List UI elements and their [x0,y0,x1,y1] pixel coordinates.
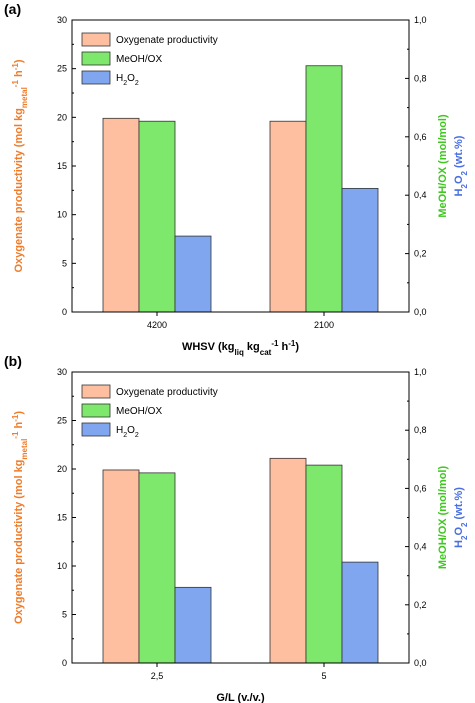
bar-1-cat-2 [269,457,307,664]
left-tick-label: 20 [57,112,67,122]
bar-1-cat-1 [102,469,140,664]
left-tick-label: 15 [57,161,67,171]
bar-3-cat-2 [341,187,379,313]
left-tick-label: 5 [62,258,67,268]
right-tick-label: 0,6 [414,483,427,493]
right-tick-label: 1,0 [414,15,427,25]
legend-label-2: MeOH/OX [116,54,162,65]
chart-panel-2: (b) 0 5 10 15 20 25 30 0,0 0,2 0,4 0,6 0,8 1,0 2,5 5 G/L… [4,353,469,703]
legend-label-1: Oxygenate productivity [116,387,218,398]
panel-label: (a) [4,1,21,17]
bar-1-cat-1 [102,117,140,313]
left-tick-label: 10 [57,210,67,220]
right-tick-label: 0,0 [414,307,427,317]
bar-3-cat-2 [341,561,379,664]
panel-label: (b) [4,353,22,369]
legend-label-2: MeOH/OX [116,406,162,417]
legend-swatch-2 [81,403,111,418]
left-tick-label: 15 [57,513,67,523]
bar-2-cat-2 [305,464,343,664]
legend-label-1: Oxygenate productivity [116,35,218,46]
bar-2-cat-2 [305,65,343,313]
bar-3-cat-1 [174,586,212,664]
chart-panel-1: (a) 0 5 10 15 20 25 30 0,0 0,2 0,4 0,6 0,8 1,0 4200 210… [4,1,469,357]
x-axis-label: WHSV (kgliq kgcat-1 h-1) [182,339,299,357]
legend-label-3: H2O2 [116,73,139,87]
right-tick-label: 0,4 [414,190,427,200]
y-axis-label-right-h2o2: H2O2 (wt.%) [453,487,469,548]
right-tick-label: 0,8 [414,425,427,435]
right-tick-label: 0,2 [414,600,427,610]
left-tick-label: 30 [57,15,67,25]
right-tick-label: 0,6 [414,132,427,142]
right-tick-label: 0,4 [414,542,427,552]
legend-swatch-3 [81,70,111,85]
x-tick-label: 2100 [314,320,334,330]
left-tick-label: 25 [57,416,67,426]
bar-2-cat-1 [138,472,176,664]
left-tick-label: 30 [57,367,67,377]
x-tick-label: 5 [321,671,326,681]
right-tick-label: 0,8 [414,73,427,83]
legend-swatch-3 [81,422,111,437]
left-tick-label: 0 [62,658,67,668]
left-tick-label: 20 [57,464,67,474]
y-axis-label-left: Oxygenate productivity (mol kgmetal-1 h-… [11,59,29,272]
legend-swatch-1 [81,32,111,47]
y-axis-label-right-h2o2: H2O2 (wt.%) [453,135,469,196]
bar-2-cat-1 [138,120,176,313]
right-tick-label: 0,0 [414,658,427,668]
y-axis-label-right-meoh: MeOH/OX (mol/mol) [437,114,449,218]
legend-label-3: H2O2 [116,425,139,439]
bar-1-cat-2 [269,120,307,313]
left-tick-label: 10 [57,561,67,571]
left-tick-label: 5 [62,610,67,620]
legend-swatch-1 [81,384,111,399]
y-axis-label-right-meoh: MeOH/OX (mol/mol) [437,466,449,570]
x-axis-label: G/L (v./v.) [216,692,265,703]
x-tick-label: 2,5 [151,671,164,681]
bar-3-cat-1 [174,235,212,313]
left-tick-label: 0 [62,307,67,317]
y-axis-label-left: Oxygenate productivity (mol kgmetal-1 h-… [11,411,29,624]
right-tick-label: 0,2 [414,249,427,259]
right-tick-label: 1,0 [414,367,427,377]
legend-swatch-2 [81,51,111,66]
left-tick-label: 25 [57,64,67,74]
x-tick-label: 4200 [147,320,167,330]
